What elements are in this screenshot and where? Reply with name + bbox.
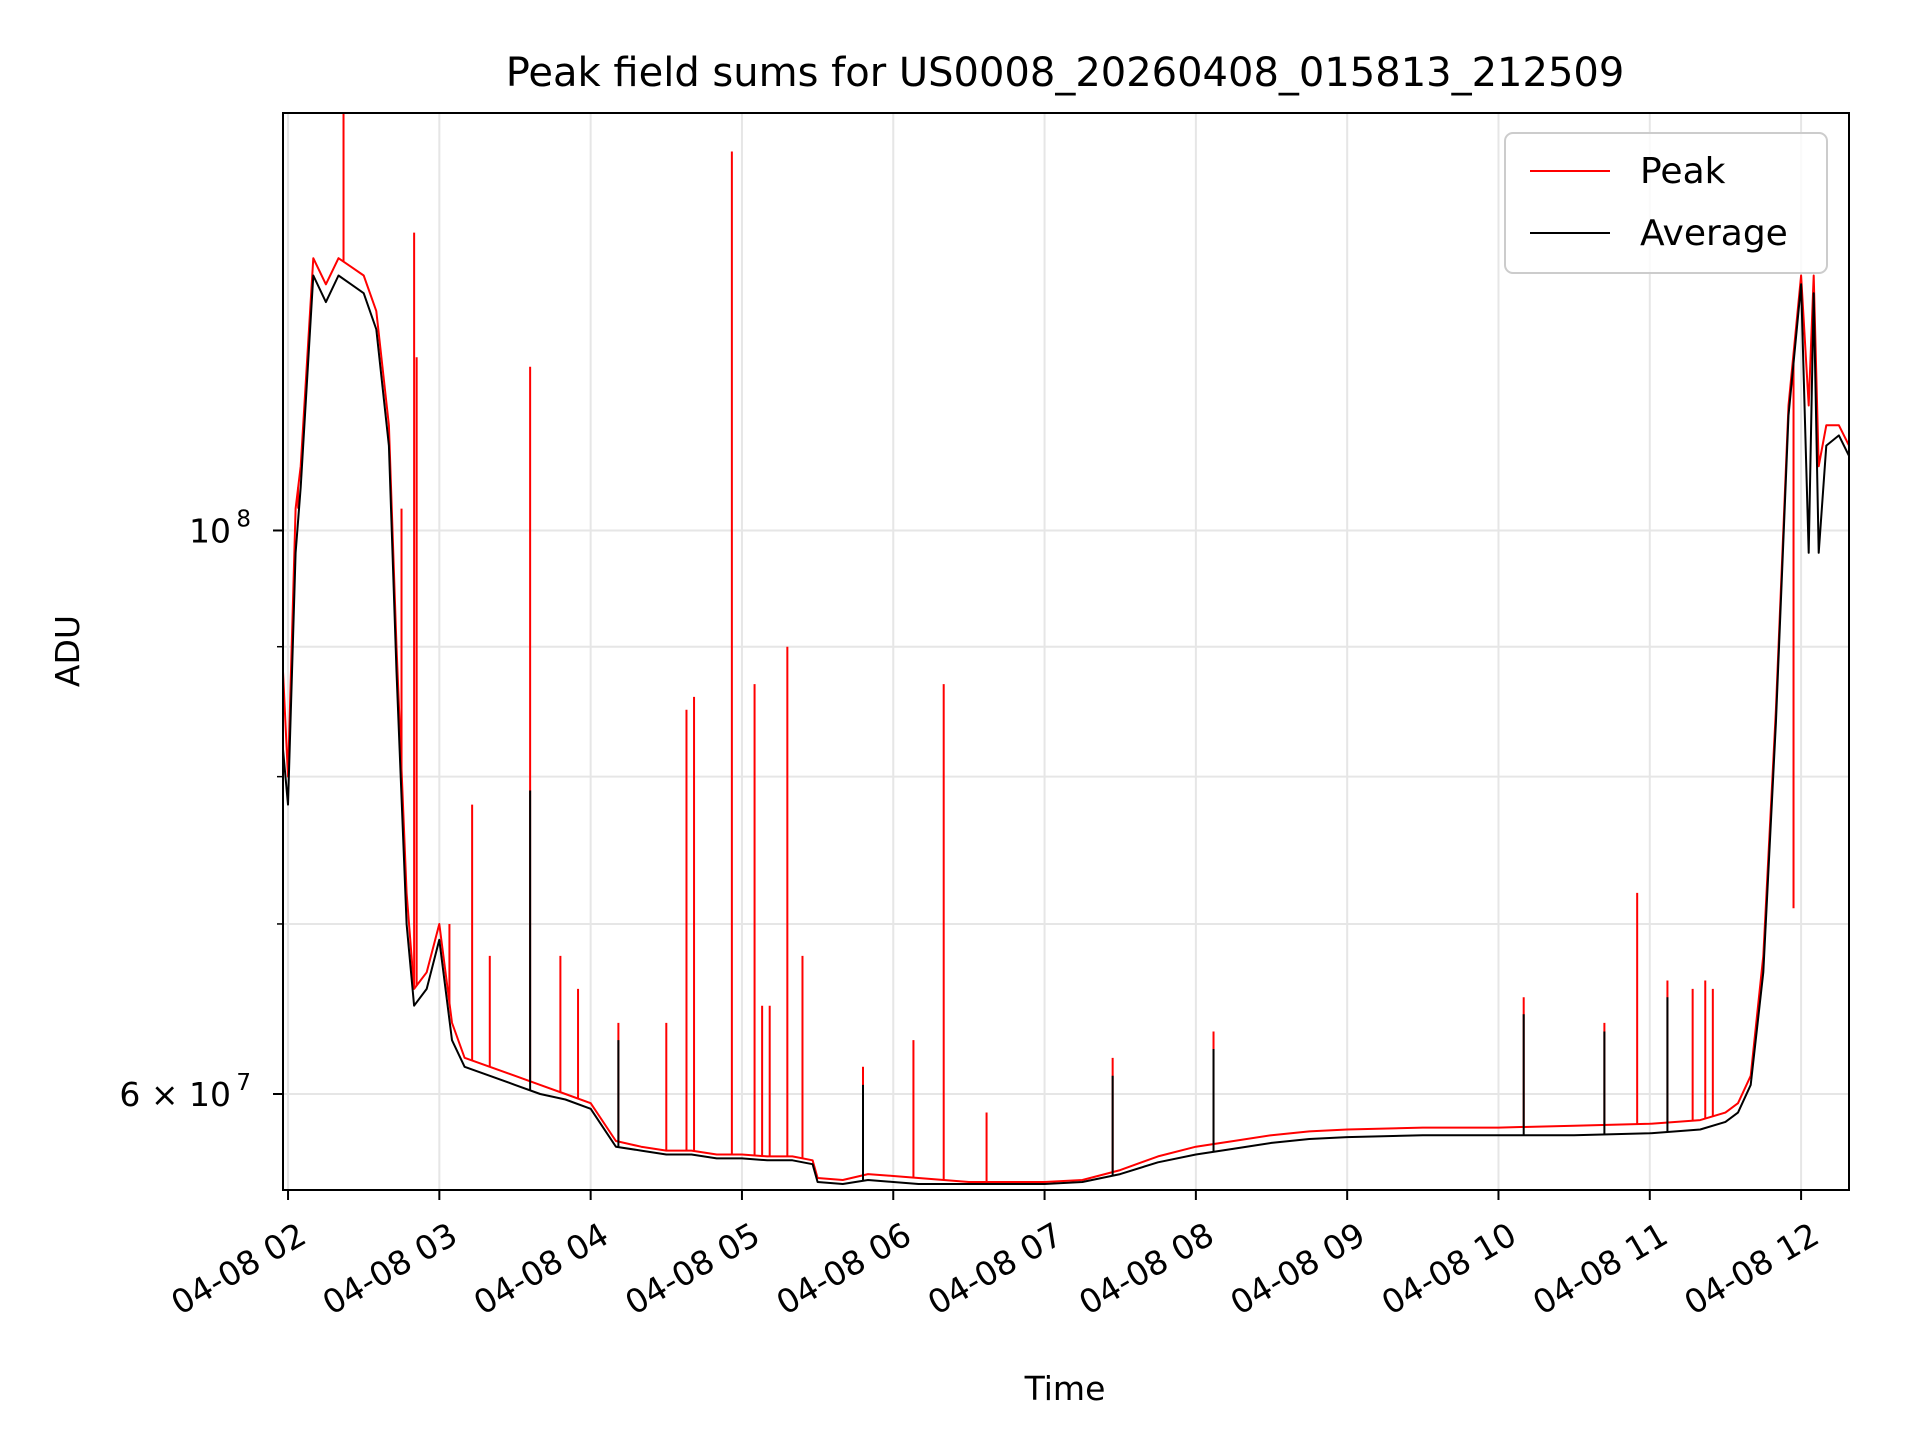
grid — [283, 113, 1849, 1190]
series-line-peak — [282, 257, 1850, 1183]
plot-frame — [282, 112, 1850, 1191]
legend: Peak Average — [1504, 132, 1828, 274]
legend-box — [1504, 132, 1828, 274]
legend-entry-average: Average — [1640, 213, 1788, 254]
legend-entry-peak: Peak — [1640, 151, 1726, 192]
y-tick-exponent: 8 — [236, 506, 251, 532]
series-average — [282, 274, 1850, 1185]
y-axis-label: ADU — [48, 615, 87, 687]
x-axis-label: Time — [1024, 1369, 1106, 1408]
chart-title: Peak field sums for US0008_20260408_0158… — [506, 50, 1625, 96]
series-line-average — [282, 274, 1850, 1185]
y-tick-label: 10 — [189, 511, 231, 550]
y-tick-label: 6 × 10 — [119, 1075, 231, 1114]
y-tick-exponent: 7 — [236, 1070, 251, 1096]
plot-series — [282, 113, 1850, 1185]
